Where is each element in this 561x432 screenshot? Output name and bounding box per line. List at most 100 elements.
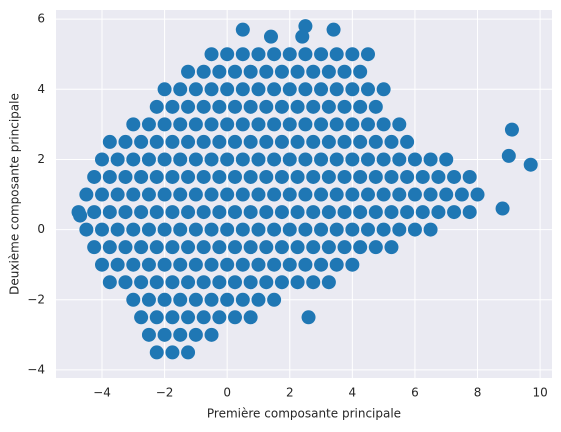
- point: [462, 205, 477, 220]
- point: [314, 117, 329, 132]
- point: [321, 240, 336, 255]
- point: [392, 187, 407, 202]
- point: [118, 169, 133, 184]
- point: [196, 169, 211, 184]
- point: [384, 134, 399, 149]
- point: [376, 152, 391, 167]
- point: [337, 64, 352, 79]
- point: [251, 47, 266, 62]
- point: [196, 134, 211, 149]
- point: [290, 205, 305, 220]
- point: [134, 275, 149, 290]
- point: [227, 240, 242, 255]
- point: [220, 152, 235, 167]
- point: [134, 134, 149, 149]
- point: [141, 292, 156, 307]
- point: [95, 222, 110, 237]
- point: [212, 310, 227, 325]
- point: [188, 257, 203, 272]
- point: [337, 169, 352, 184]
- point: [306, 240, 321, 255]
- point: [504, 122, 519, 137]
- point: [495, 201, 510, 216]
- point: [212, 134, 227, 149]
- y-tick-label: 4: [37, 82, 45, 96]
- point: [235, 82, 250, 97]
- point: [267, 82, 282, 97]
- point: [298, 19, 313, 34]
- point: [173, 292, 188, 307]
- point: [301, 310, 316, 325]
- point: [79, 222, 94, 237]
- point: [165, 345, 180, 360]
- point: [157, 222, 172, 237]
- point: [298, 222, 313, 237]
- point: [181, 134, 196, 149]
- point: [227, 310, 242, 325]
- point: [353, 134, 368, 149]
- point: [326, 22, 341, 37]
- point: [321, 64, 336, 79]
- point: [173, 327, 188, 342]
- point: [314, 152, 329, 167]
- point: [267, 257, 282, 272]
- point: [329, 222, 344, 237]
- point: [251, 117, 266, 132]
- point: [196, 275, 211, 290]
- point: [87, 240, 102, 255]
- point: [415, 169, 430, 184]
- point: [306, 99, 321, 114]
- point: [220, 292, 235, 307]
- point: [267, 292, 282, 307]
- point: [165, 275, 180, 290]
- point: [235, 47, 250, 62]
- point: [235, 187, 250, 202]
- point: [298, 82, 313, 97]
- point: [134, 205, 149, 220]
- point: [220, 82, 235, 97]
- point: [314, 187, 329, 202]
- point: [235, 257, 250, 272]
- point: [227, 64, 242, 79]
- x-tick-label: 10: [532, 386, 547, 400]
- point: [368, 134, 383, 149]
- point: [141, 152, 156, 167]
- point: [188, 327, 203, 342]
- point: [149, 345, 164, 360]
- point: [298, 152, 313, 167]
- point: [345, 257, 360, 272]
- point: [376, 82, 391, 97]
- point: [73, 208, 88, 223]
- point: [376, 117, 391, 132]
- point: [227, 275, 242, 290]
- point: [290, 275, 305, 290]
- point: [423, 187, 438, 202]
- point: [384, 205, 399, 220]
- point: [314, 222, 329, 237]
- point: [227, 205, 242, 220]
- point: [149, 99, 164, 114]
- point: [353, 205, 368, 220]
- point: [118, 240, 133, 255]
- point: [118, 275, 133, 290]
- point: [212, 64, 227, 79]
- point: [501, 148, 516, 163]
- point: [196, 205, 211, 220]
- point: [267, 47, 282, 62]
- point: [454, 187, 469, 202]
- point: [314, 257, 329, 272]
- point: [462, 169, 477, 184]
- point: [243, 240, 258, 255]
- y-tick-label: 6: [37, 12, 45, 26]
- point: [157, 327, 172, 342]
- point: [118, 205, 133, 220]
- point: [212, 240, 227, 255]
- point: [243, 275, 258, 290]
- point: [392, 222, 407, 237]
- point: [243, 134, 258, 149]
- point: [470, 187, 485, 202]
- point: [314, 82, 329, 97]
- point: [243, 64, 258, 79]
- x-axis-label: Première composante principale: [207, 407, 401, 421]
- point: [282, 187, 297, 202]
